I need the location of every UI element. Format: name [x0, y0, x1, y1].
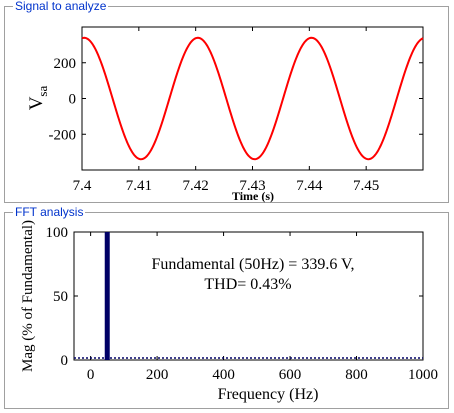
signal-panel: Signal to analyze	[4, 0, 449, 203]
fft-x-tick-label: 600	[279, 367, 302, 383]
signal-series-line	[81, 36, 424, 161]
fft-bars	[104, 232, 110, 360]
signal-x-tick-label: 7.45	[353, 178, 379, 194]
fft-x-tick-label: 800	[345, 367, 368, 383]
signal-x-axis-label: Time (s)	[232, 189, 274, 203]
signal-ticks: 7.4 7.41 7.42 7.43 7.44 7.45 200 0 -200	[49, 27, 423, 194]
signal-panel-title: Signal to analyze	[13, 0, 109, 14]
fft-plot-area	[73, 231, 424, 361]
signal-y-tick-label: 200	[54, 56, 77, 72]
signal-y-tick-label: 0	[69, 92, 77, 108]
signal-x-tick-label: 7.44	[296, 178, 323, 194]
fft-x-tick-label: 1000	[408, 367, 438, 383]
fft-y-tick-label: 100	[46, 225, 69, 241]
signal-x-tick-label: 7.43	[239, 178, 265, 194]
fft-panel: FFT analysis	[4, 204, 449, 409]
fft-y-tick-label: 0	[61, 353, 69, 369]
signal-x-tick-label: 7.4	[73, 178, 92, 194]
fft-x-tick-label: 200	[146, 367, 169, 383]
fft-ticks: 0 200 400 600 800 1000 100 50 0	[46, 225, 439, 383]
fft-x-axis-label: Frequency (Hz)	[218, 386, 319, 403]
fft-x-tick-label: 0	[87, 367, 95, 383]
fft-panel-title: FFT analysis	[13, 204, 86, 220]
signal-x-tick-label: 7.42	[183, 178, 209, 194]
signal-x-tick-label: 7.41	[126, 178, 152, 194]
fft-x-tick-label: 400	[212, 367, 235, 383]
signal-y-axis-label: Vsa	[26, 85, 50, 110]
fft-y-tick-label: 50	[53, 289, 68, 305]
fft-bar-fundamental	[104, 232, 110, 360]
fundamental-annotation: Fundamental (50Hz) = 339.6 V,	[151, 256, 354, 273]
signal-y-tick-label: -200	[49, 127, 77, 143]
fft-y-axis-label: Mag (% of Fundamental)	[20, 220, 36, 372]
thd-annotation: THD= 0.43%	[204, 276, 291, 293]
